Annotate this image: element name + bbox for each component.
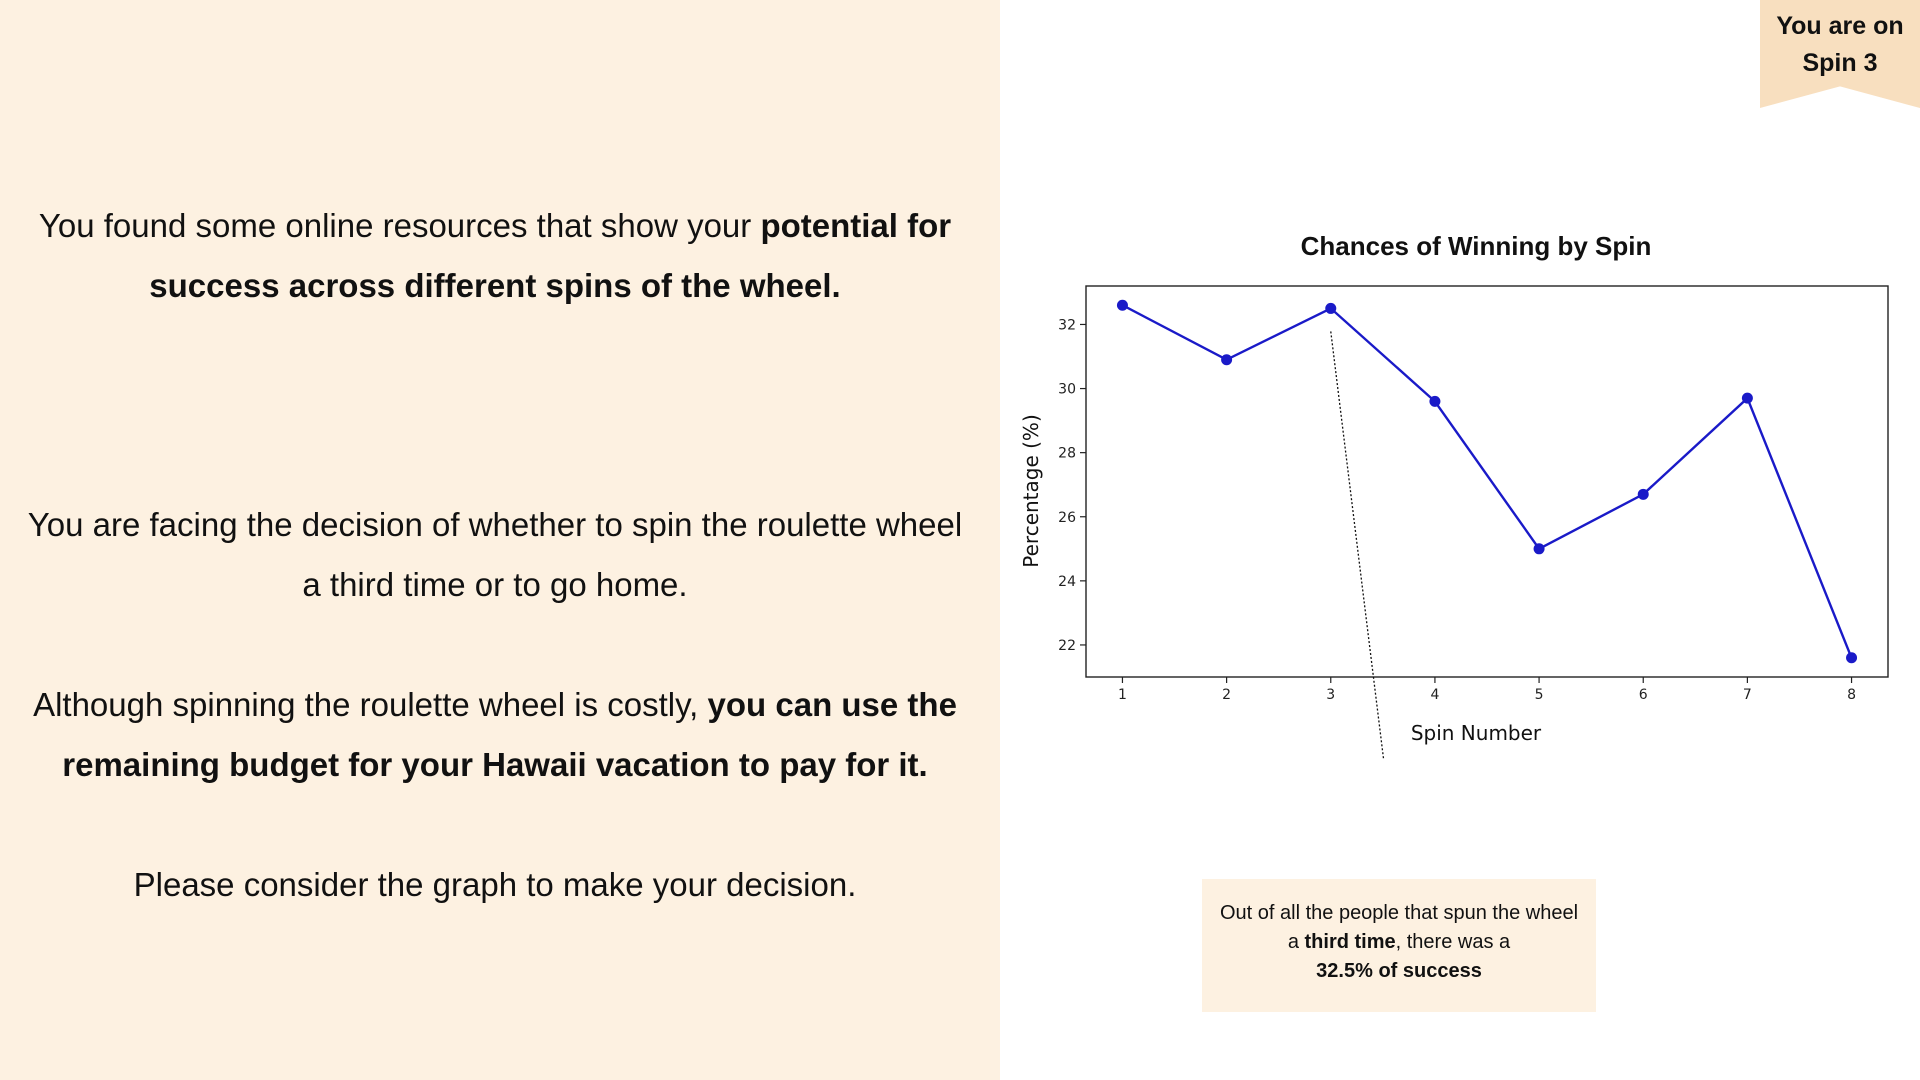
spin-ribbon-text: You are on Spin 3 xyxy=(1760,8,1920,82)
data-point xyxy=(1846,652,1858,664)
data-point xyxy=(1637,488,1649,500)
line-chart: Chances of Winning by Spin 222426283032 … xyxy=(1019,231,1889,760)
intro-text: You found some online resources that sho… xyxy=(38,207,761,244)
x-tick-label: 7 xyxy=(1743,687,1752,703)
spin-ribbon-line1: You are on xyxy=(1776,12,1904,40)
intro-paragraph: You found some online resources that sho… xyxy=(20,196,970,316)
x-tick-label: 6 xyxy=(1639,687,1648,703)
x-tick-label: 2 xyxy=(1222,687,1231,703)
spin-ribbon-line2: Spin 3 xyxy=(1802,49,1878,77)
chart-title: Chances of Winning by Spin xyxy=(1301,231,1652,261)
data-point xyxy=(1429,395,1441,407)
intro-bold-text: potential for success across different s… xyxy=(149,207,952,304)
y-tick-label: 24 xyxy=(1058,574,1076,590)
series-group xyxy=(1116,299,1858,664)
callout-text-2: , there was a xyxy=(1395,931,1511,953)
cost-bold-text: you can use the remaining budget for you… xyxy=(62,686,957,783)
decision-text: You are facing the decision of whether t… xyxy=(27,506,963,603)
x-tick-label: 4 xyxy=(1430,687,1439,703)
y-axis: 22 24 26 28 30 32 xyxy=(1058,317,1086,654)
plot-frame xyxy=(1085,285,1889,678)
cost-text: Although spinning the roulette wheel is … xyxy=(33,686,708,723)
callout-text-1: Out of all the people that spun the whee… xyxy=(1219,902,1579,953)
x-axis: 1 2 3 4 5 6 7 8 xyxy=(1118,677,1856,703)
y-tick-label: 32 xyxy=(1058,317,1076,333)
series-line xyxy=(1121,304,1853,659)
data-point xyxy=(1116,299,1128,311)
spin-ribbon-badge: You are on Spin 3 xyxy=(1760,0,1920,108)
y-tick-label: 22 xyxy=(1058,638,1076,654)
data-point xyxy=(1325,302,1337,314)
decision-paragraph: You are facing the decision of whether t… xyxy=(20,495,970,615)
data-point xyxy=(1221,354,1233,366)
callout-bold-2: 32.5% of success xyxy=(1316,960,1482,982)
y-axis-label: Percentage (%) xyxy=(1019,414,1043,567)
cost-paragraph: Although spinning the roulette wheel is … xyxy=(20,675,970,795)
callout-bold-1: third time xyxy=(1304,931,1396,953)
instruction-text: Please consider the graph to make your d… xyxy=(133,866,857,903)
y-tick-label: 28 xyxy=(1058,446,1076,462)
data-point xyxy=(1533,543,1545,555)
x-tick-label: 1 xyxy=(1118,687,1127,703)
left-panel: You found some online resources that sho… xyxy=(0,0,1000,1080)
x-tick-label: 5 xyxy=(1535,687,1544,703)
y-tick-label: 26 xyxy=(1058,510,1076,526)
data-point xyxy=(1741,392,1753,404)
x-tick-label: 8 xyxy=(1847,687,1856,703)
x-tick-label: 3 xyxy=(1326,687,1335,703)
instruction-paragraph: Please consider the graph to make your d… xyxy=(20,855,970,915)
y-tick-label: 30 xyxy=(1058,382,1076,398)
callout-box: Out of all the people that spun the whee… xyxy=(1202,879,1596,1012)
x-axis-label: Spin Number xyxy=(1411,721,1542,745)
